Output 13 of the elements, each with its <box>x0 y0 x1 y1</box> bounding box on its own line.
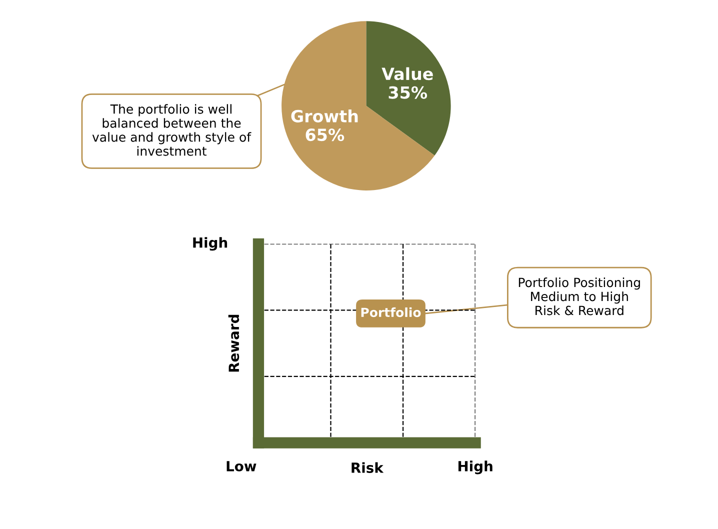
text: Portfolio <box>361 307 421 318</box>
text: High <box>458 460 492 474</box>
text: Portfolio Positioning Medium to High Risk & Reward <box>518 278 640 316</box>
text: High <box>193 237 228 251</box>
pie-slice <box>366 21 451 156</box>
text: Risk <box>352 462 384 473</box>
text: The portfolio is well balanced between the value and growth style of investment <box>92 104 252 156</box>
text: Low <box>226 461 256 472</box>
data-label: 65% <box>306 128 344 142</box>
data-label: 35% <box>388 86 428 99</box>
slice-label: Growth <box>291 110 358 122</box>
slice-label: Value <box>382 67 433 80</box>
text: Reward <box>228 314 240 372</box>
